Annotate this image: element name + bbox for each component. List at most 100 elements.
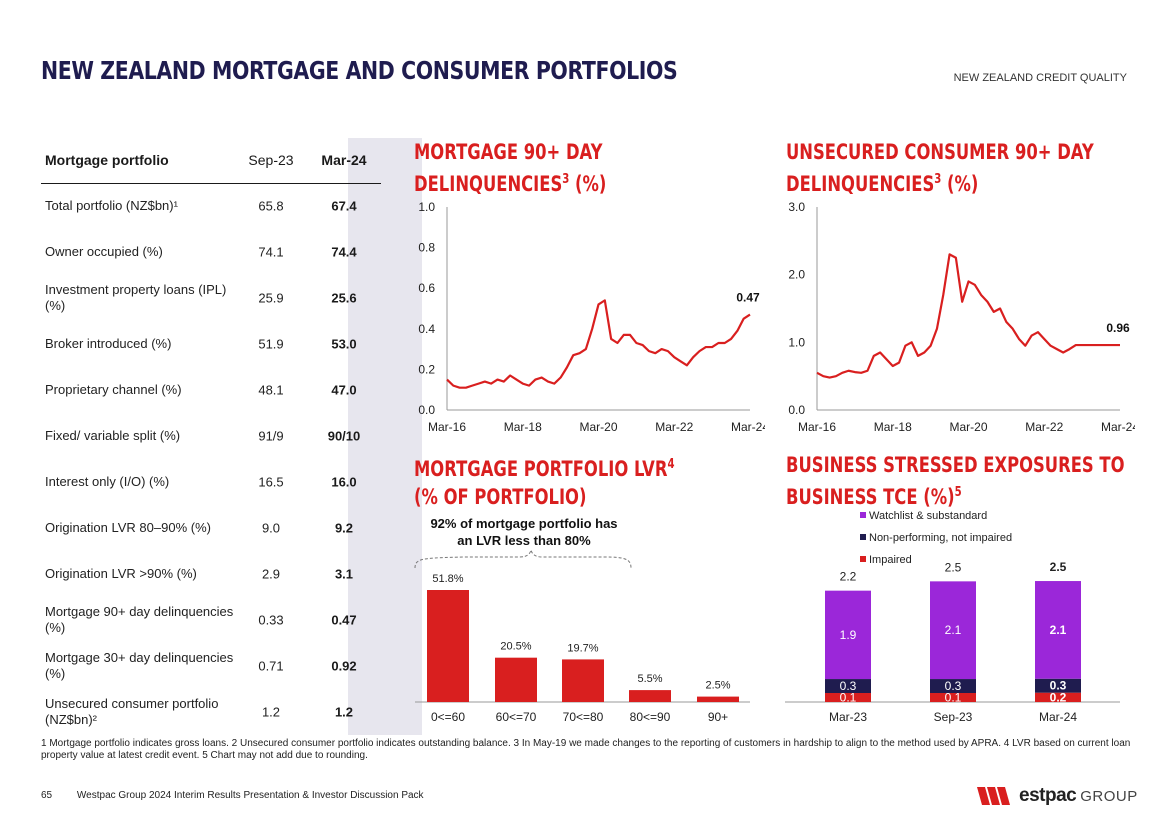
bar-segment (930, 679, 976, 693)
section-label: NEW ZEALAND CREDIT QUALITY (953, 72, 1127, 84)
page-number: 65 (41, 790, 53, 801)
bar (629, 690, 671, 702)
segment-value-label: 0.2 (1050, 690, 1067, 704)
westpac-w-icon (977, 787, 1010, 805)
legend-swatch (860, 534, 866, 540)
x-tick-label: 0<=60 (431, 710, 465, 724)
sep23-value: 1.2 (261, 704, 281, 720)
bar-segment (825, 679, 871, 693)
y-tick-label: 0.6 (418, 281, 435, 295)
chart-title-line: MORTGAGE PORTFOLIO LVR (414, 457, 668, 481)
x-tick-label: Mar-23 (829, 710, 867, 724)
table-row: Mortgage 30+ day delinquencies (%) 0.71 0.… (41, 643, 381, 689)
mar24-value: 16.0 (331, 474, 357, 490)
total-label: 2.2 (840, 570, 857, 584)
bar-segment (930, 693, 976, 702)
chart-title-line: (% OF PORTFOLIO) (414, 485, 587, 509)
mar24-value: 3.1 (334, 566, 354, 582)
x-tick-label: Mar-18 (874, 420, 912, 434)
chart-title-line: MORTGAGE 90+ DAY (414, 140, 603, 164)
mar24-value: 9.2 (334, 520, 354, 536)
table-header-mar24: Mar-24 (321, 152, 367, 168)
row-label: Unsecured consumer portfolio (NZ$bn)² (45, 696, 219, 727)
annotation-brace (414, 549, 632, 569)
x-tick-label: Mar-24 (1101, 420, 1135, 434)
sep23-value: 0.71 (258, 658, 284, 674)
mar24-value: 0.47 (331, 612, 357, 628)
total-label: 2.5 (1050, 560, 1067, 574)
mar24-value: 67.4 (331, 198, 357, 214)
footnote-ref: 3 (934, 172, 942, 187)
table-header: Mortgage portfolio Sep-23 Mar-24 (41, 138, 381, 184)
bar-value-label: 20.5% (500, 641, 531, 653)
mar24-value: 0.92 (331, 658, 357, 674)
y-tick-label: 1.0 (788, 335, 805, 349)
chart-title-line: BUSINESS TCE (%) (786, 485, 955, 509)
row-label: Interest only (I/O) (%) (45, 474, 170, 489)
series-line (446, 299, 751, 389)
bar-segment (825, 590, 871, 680)
x-tick-label: Mar-22 (655, 420, 693, 434)
footnote-ref: 4 (667, 457, 675, 472)
legend-swatch (860, 512, 866, 518)
table-header-sep23: Sep-23 (248, 152, 294, 168)
x-tick-label: Mar-24 (1039, 710, 1077, 724)
row-label: Mortgage 90+ day delinquencies (%) (45, 604, 234, 635)
bar-value-label: 5.5% (637, 673, 662, 685)
annotation-line-1: 92% of mortgage portfolio has (430, 516, 617, 531)
legend-swatch (860, 556, 866, 562)
y-tick-label: 0.8 (418, 241, 435, 255)
y-tick-label: 3.0 (788, 200, 805, 214)
mar24-value: 1.2 (334, 704, 354, 720)
lvr-bar-chart: 92% of mortgage portfolio has an LVR less… (414, 516, 750, 724)
logo-wordmark: estpac (1019, 785, 1077, 806)
lvr-chart-title: MORTGAGE PORTFOLIO LVR4 (% OF PORTFOLIO) (414, 451, 675, 511)
footnote: 1 Mortgage portfolio indicates gross loa… (41, 738, 1131, 761)
chart-title-line: UNSECURED CONSUMER 90+ DAY (786, 140, 1094, 164)
page-title: NEW ZEALAND MORTGAGE AND CONSUMER PORTFO… (41, 56, 678, 85)
chart-title-unit: (%) (569, 172, 607, 196)
legend-label: Impaired (869, 554, 912, 566)
logo-group: GROUP (1080, 787, 1138, 805)
mar24-value: 47.0 (331, 382, 357, 398)
bar-segment (1035, 678, 1081, 693)
segment-value-label: 2.1 (945, 623, 962, 637)
segment-value-label: 1.9 (840, 628, 857, 642)
bar (495, 657, 537, 702)
sep23-value: 48.1 (258, 382, 284, 398)
unsecured90-chart-title: UNSECURED CONSUMER 90+ DAY DELINQUENCIES… (786, 138, 1094, 198)
total-label: 2.5 (945, 560, 962, 574)
y-tick-label: 1.0 (418, 200, 435, 214)
table-row: Proprietary channel (%) 48.1 47.0 (41, 367, 381, 413)
y-tick-label: 2.0 (788, 268, 805, 282)
stressed-chart-title: BUSINESS STRESSED EXPOSURES TO BUSINESS … (786, 451, 1125, 511)
bar-segment (1035, 692, 1081, 702)
row-label: Proprietary channel (%) (45, 382, 182, 397)
x-tick-label: 70<=80 (563, 710, 604, 724)
footer: 65 Westpac Group 2024 Interim Results Pr… (41, 790, 424, 801)
x-tick-label: Mar-16 (798, 420, 836, 434)
sep23-value: 2.9 (261, 566, 281, 582)
bar-value-label: 2.5% (705, 680, 730, 692)
x-tick-label: 60<=70 (496, 710, 537, 724)
sep23-value: 25.9 (258, 290, 284, 306)
segment-value-label: 2.1 (1050, 623, 1067, 637)
row-label: Fixed/ variable split (%) (45, 428, 181, 443)
segment-value-label: 0.3 (840, 679, 857, 693)
x-tick-label: Mar-22 (1025, 420, 1063, 434)
chart-title-unit: (%) (941, 172, 979, 196)
sep23-value: 9.0 (261, 520, 281, 536)
mortgage90-chart-title: MORTGAGE 90+ DAY DELINQUENCIES3 (%) (414, 138, 606, 198)
bar (562, 659, 604, 702)
mar24-value: 74.4 (331, 244, 357, 260)
chart-title-line: BUSINESS STRESSED EXPOSURES TO (786, 453, 1125, 477)
x-tick-label: 90+ (708, 710, 728, 724)
bar (697, 696, 739, 702)
table-row: Origination LVR >90% (%) 2.9 3.1 (41, 551, 381, 597)
table-row: Owner occupied (%) 74.1 74.4 (41, 229, 381, 275)
table-row: Interest only (I/O) (%) 16.5 16.0 (41, 459, 381, 505)
chart-title-line: DELINQUENCIES (414, 172, 563, 196)
table-row: Unsecured consumer portfolio (NZ$bn)² 1.2… (41, 689, 381, 735)
series-line (816, 253, 1120, 379)
bar-value-label: 19.7% (567, 642, 598, 654)
